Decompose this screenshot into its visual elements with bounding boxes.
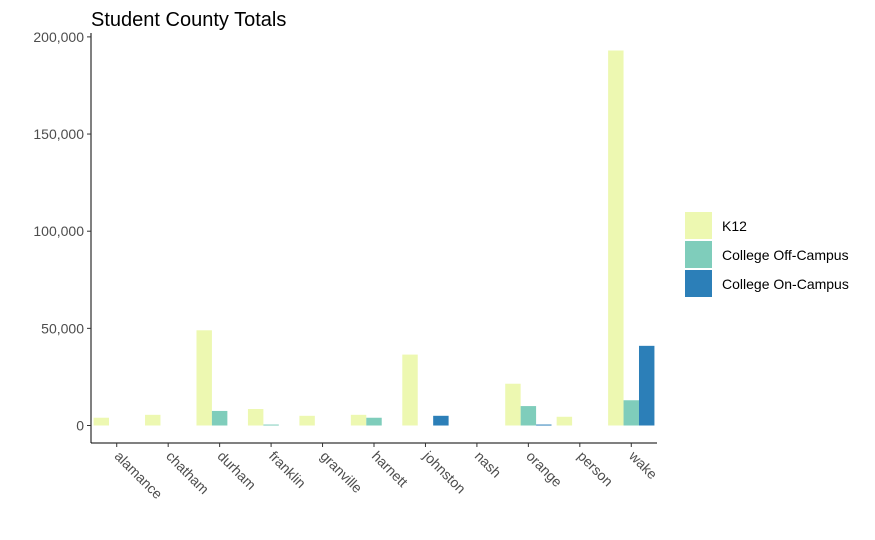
x-tick-label: granville bbox=[317, 448, 365, 496]
y-tick-label: 200,000 bbox=[33, 29, 84, 45]
bar-wake-college-off-campus bbox=[623, 400, 639, 426]
bar-wake-college-on-campus bbox=[638, 345, 655, 426]
legend-swatch bbox=[685, 212, 712, 239]
bar-wake-k12 bbox=[608, 50, 624, 426]
plot-area bbox=[93, 50, 655, 426]
x-tick-label: chatham bbox=[163, 448, 212, 497]
x-tick-label: harnett bbox=[369, 448, 411, 490]
bar-granville-k12 bbox=[299, 415, 315, 426]
x-tick-label: nash bbox=[472, 448, 505, 481]
legend-label: K12 bbox=[722, 218, 747, 234]
x-tick-label: orange bbox=[523, 448, 565, 490]
bar-johnston-k12 bbox=[402, 354, 418, 426]
legend-label: College On-Campus bbox=[722, 276, 849, 292]
bar-person-k12 bbox=[556, 416, 573, 426]
legend-swatch bbox=[685, 270, 712, 297]
chart-title: Student County Totals bbox=[91, 9, 286, 31]
bar-johnston-college-on-campus bbox=[433, 415, 449, 426]
legend-label: College Off-Campus bbox=[722, 247, 849, 263]
legend: K12 College Off-Campus College On-Campus bbox=[685, 212, 849, 297]
bar-harnett-k12 bbox=[350, 414, 367, 426]
bar-orange-college-on-campus bbox=[536, 424, 552, 426]
bar-franklin-k12 bbox=[247, 409, 264, 426]
y-tick-label: 50,000 bbox=[41, 320, 84, 336]
x-tick-label: johnston bbox=[420, 447, 469, 496]
bar-harnett-college-off-campus bbox=[366, 417, 382, 426]
legend-swatch bbox=[685, 241, 712, 268]
bar-durham-college-off-campus bbox=[211, 410, 228, 426]
bar-orange-college-off-campus bbox=[520, 406, 537, 426]
x-tick-label: wake bbox=[625, 447, 660, 482]
bar-orange-k12 bbox=[505, 383, 521, 426]
y-tick-label: 100,000 bbox=[33, 223, 84, 239]
x-tick-label: durham bbox=[214, 448, 259, 493]
x-tick-label: franklin bbox=[266, 448, 309, 491]
bar-alamance-k12 bbox=[93, 417, 110, 426]
y-axis: 0 50,000 100,000 150,000 200,000 bbox=[33, 29, 92, 443]
bar-franklin-college-off-campus bbox=[263, 424, 279, 426]
x-tick-label: alamance bbox=[112, 448, 166, 502]
bar-chatham-k12 bbox=[145, 414, 161, 426]
bar-durham-k12 bbox=[196, 330, 212, 426]
y-tick-label: 0 bbox=[76, 418, 84, 434]
x-tick-label: person bbox=[575, 448, 617, 490]
y-tick-label: 150,000 bbox=[33, 126, 84, 142]
